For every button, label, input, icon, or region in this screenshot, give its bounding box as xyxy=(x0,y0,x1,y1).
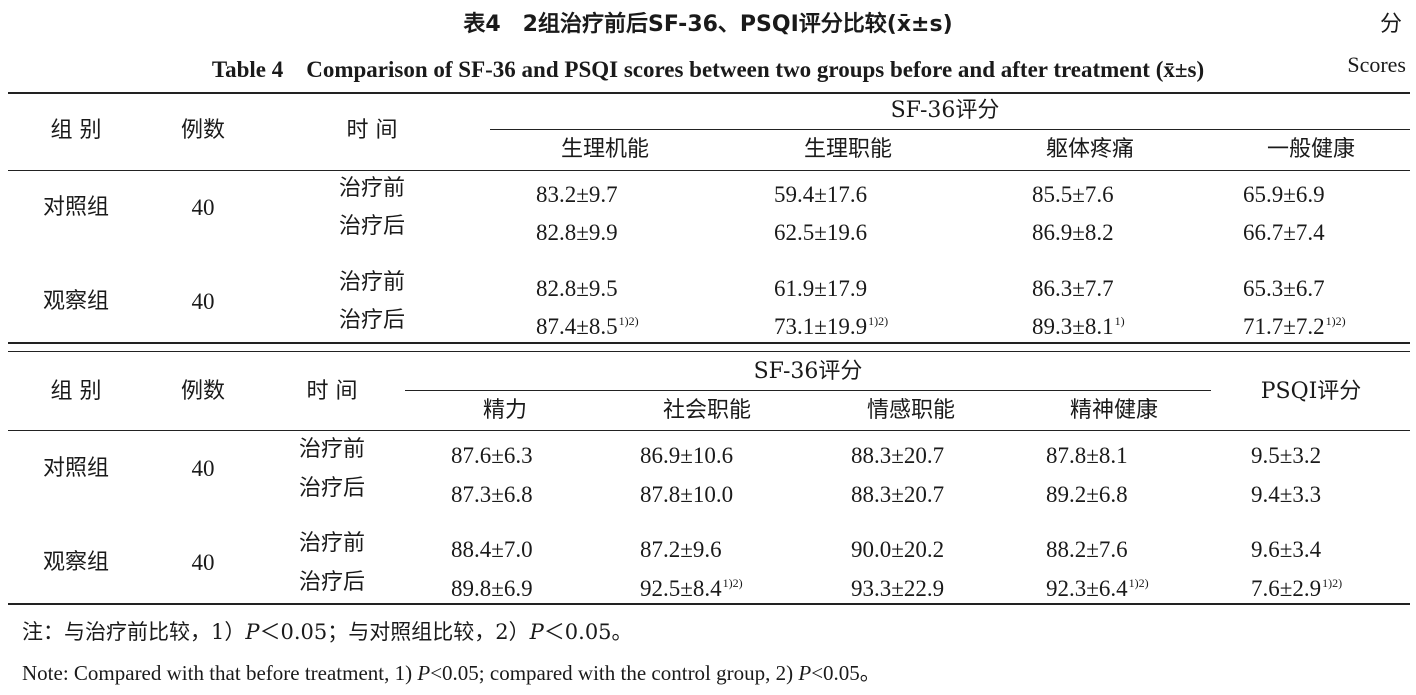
table2-header-group: 组 别 xyxy=(50,379,102,404)
value-cell: 86.9±8.2 xyxy=(1032,220,1114,245)
value-cell: 87.2±9.6 xyxy=(640,537,722,562)
value-cell: 93.3±22.9 xyxy=(851,576,945,601)
time-label: 治疗后 xyxy=(338,308,406,333)
table2-header-col: 精力 xyxy=(482,398,528,423)
value-cell: 71.7±7.21)2) xyxy=(1243,314,1346,339)
value-cell: 61.9±17.9 xyxy=(774,276,868,301)
table2-header-col: 社会职能 xyxy=(662,398,752,423)
value-cell: 9.6±3.4 xyxy=(1251,537,1322,562)
value-cell: 66.7±7.4 xyxy=(1243,220,1325,245)
group-n: 40 xyxy=(191,195,215,220)
value-cell: 82.8±9.5 xyxy=(536,276,618,301)
table2-header-time: 时 间 xyxy=(306,379,358,404)
value-cell: 86.9±10.6 xyxy=(640,443,734,468)
table1-header-rule xyxy=(8,170,1410,171)
footnote-cn: 注：与治疗前比较，1）P＜0.05；与对照组比较，2）P＜0.05。 xyxy=(22,620,633,644)
table2-header-col: 情感职能 xyxy=(866,398,956,423)
table2-header-rule xyxy=(8,430,1410,431)
table2-span-rule xyxy=(405,390,1211,391)
value-cell: 92.5±8.41)2) xyxy=(640,576,743,601)
unit-label-en: Scores xyxy=(1347,52,1406,77)
value-cell: 83.2±9.7 xyxy=(536,182,618,207)
time-label: 治疗后 xyxy=(298,476,366,501)
value-cell: 73.1±19.91)2) xyxy=(774,314,889,339)
value-cell: 9.5±3.2 xyxy=(1251,443,1322,468)
value-cell: 88.2±7.6 xyxy=(1046,537,1128,562)
value-cell: 59.4±17.6 xyxy=(774,182,868,207)
value-cell: 7.6±2.91)2) xyxy=(1251,576,1343,601)
table2-top-rule xyxy=(8,351,1410,352)
time-label: 治疗后 xyxy=(338,214,406,239)
value-cell: 86.3±7.7 xyxy=(1032,276,1114,301)
group-name: 观察组 xyxy=(42,289,110,314)
table1-header-col: 生理机能 xyxy=(560,137,650,162)
time-label: 治疗前 xyxy=(338,270,406,295)
time-label: 治疗前 xyxy=(338,176,406,201)
value-cell: 87.3±6.8 xyxy=(451,482,533,507)
value-cell: 88.3±20.7 xyxy=(851,443,945,468)
table-caption-en: Table 4 Comparison of SF-36 and PSQI sco… xyxy=(211,57,1205,82)
value-cell: 88.4±7.0 xyxy=(451,537,533,562)
table1-header-span: SF-36评分 xyxy=(890,98,1000,123)
value-cell: 87.8±8.1 xyxy=(1046,443,1128,468)
value-cell: 89.3±8.11) xyxy=(1032,314,1125,339)
value-cell: 90.0±20.2 xyxy=(851,537,945,562)
unit-label-cn: 分 xyxy=(1379,12,1402,37)
value-cell: 87.6±6.3 xyxy=(451,443,533,468)
group-name: 对照组 xyxy=(42,195,110,220)
value-cell: 62.5±19.6 xyxy=(774,220,868,245)
time-label: 治疗前 xyxy=(298,531,366,556)
table2-bottom-rule xyxy=(8,603,1410,605)
time-label: 治疗前 xyxy=(298,437,366,462)
table2-header-col: 精神健康 xyxy=(1069,398,1159,423)
table1-span-rule xyxy=(490,129,1410,130)
table1-header-col: 生理职能 xyxy=(803,137,893,162)
value-cell: 65.9±6.9 xyxy=(1243,182,1325,207)
footnote-en: Note: Compared with that before treatmen… xyxy=(22,661,881,685)
group-n: 40 xyxy=(191,550,215,575)
table1-header-col: 一般健康 xyxy=(1266,137,1356,162)
table1-header-n: 例数 xyxy=(180,118,226,143)
table2-header-psqi: PSQI评分 xyxy=(1260,379,1362,404)
group-n: 40 xyxy=(191,289,215,314)
value-cell: 9.4±3.3 xyxy=(1251,482,1322,507)
value-cell: 82.8±9.9 xyxy=(536,220,618,245)
time-label: 治疗后 xyxy=(298,570,366,595)
value-cell: 88.3±20.7 xyxy=(851,482,945,507)
table1-header-col: 躯体疼痛 xyxy=(1045,137,1135,162)
table1-top-rule xyxy=(8,92,1410,94)
group-n: 40 xyxy=(191,456,215,481)
table1-header-group: 组 别 xyxy=(50,118,102,143)
value-cell: 92.3±6.41)2) xyxy=(1046,576,1149,601)
table2-header-n: 例数 xyxy=(180,379,226,404)
table1-header-time: 时 间 xyxy=(346,118,398,143)
value-cell: 85.5±7.6 xyxy=(1032,182,1114,207)
group-name: 对照组 xyxy=(42,456,110,481)
value-cell: 89.2±6.8 xyxy=(1046,482,1128,507)
table1-bottom-rule xyxy=(8,342,1410,344)
value-cell: 87.4±8.51)2) xyxy=(536,314,639,339)
table-caption-cn: 表4 2组治疗前后SF-36、PSQI评分比较(x̄±s) xyxy=(463,12,953,37)
group-name: 观察组 xyxy=(42,550,110,575)
table2-header-span: SF-36评分 xyxy=(753,359,863,384)
value-cell: 87.8±10.0 xyxy=(640,482,734,507)
value-cell: 65.3±6.7 xyxy=(1243,276,1325,301)
value-cell: 89.8±6.9 xyxy=(451,576,533,601)
